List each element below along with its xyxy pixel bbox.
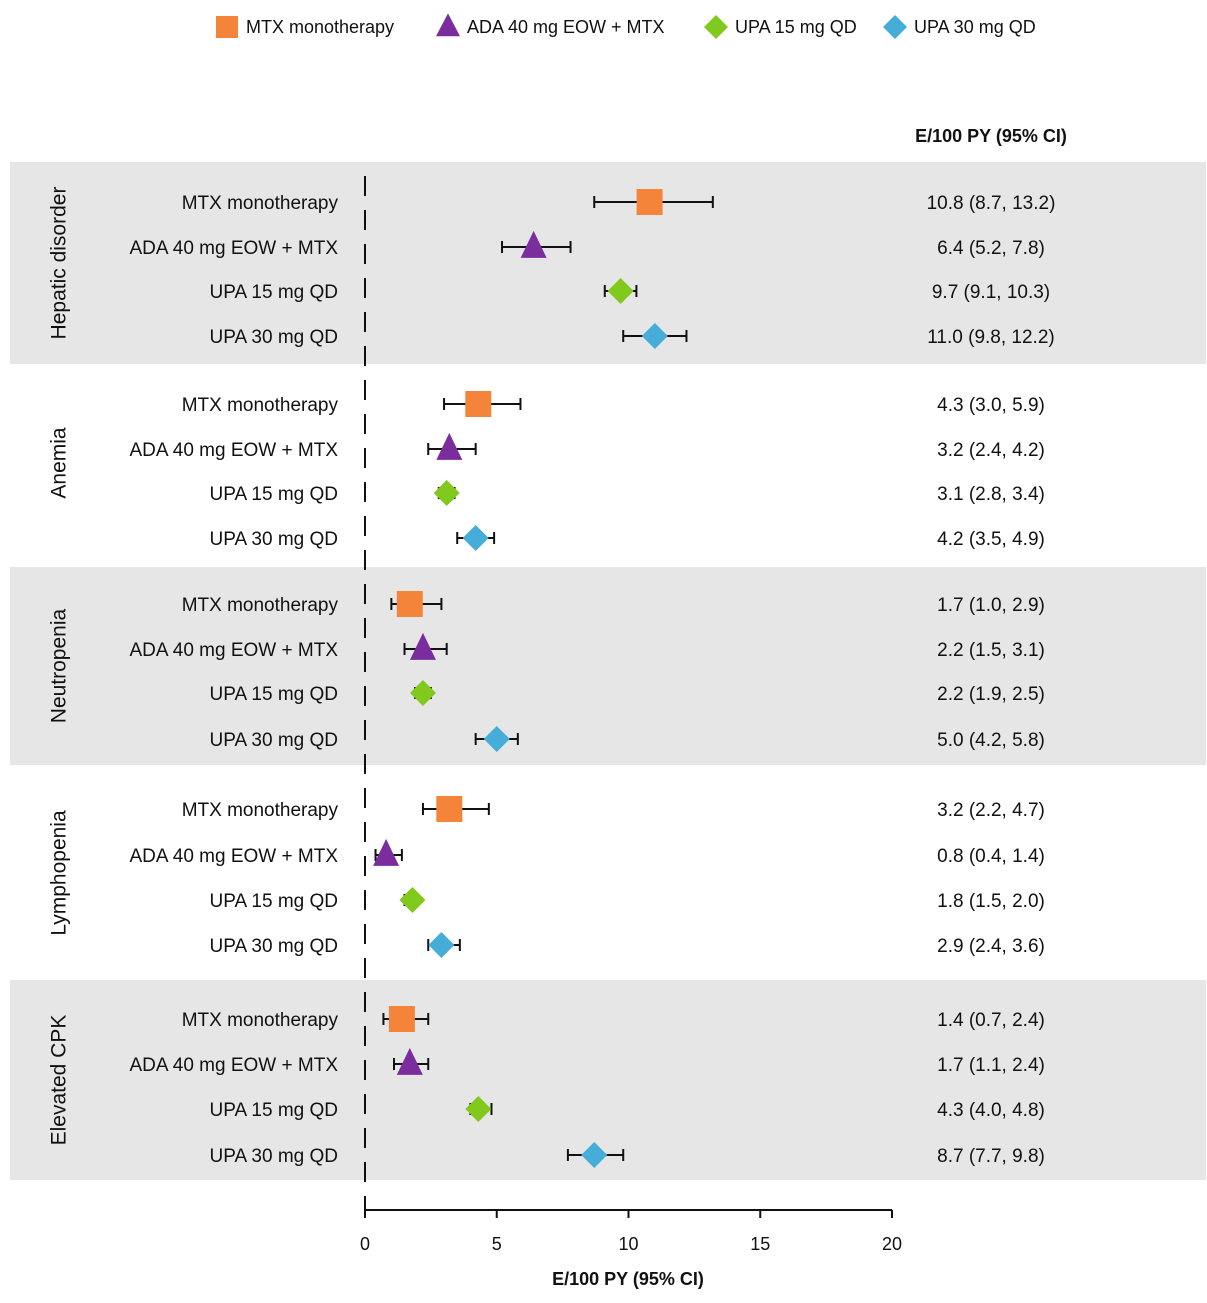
group-label: Anemia [48, 427, 71, 499]
group-label: Hepatic disorder [48, 187, 71, 340]
point-estimate-marker [433, 480, 460, 506]
row-label: UPA 30 mg QD [210, 1146, 338, 1167]
row-label: UPA 15 mg QD [210, 1100, 338, 1121]
ci-value-text: 2.9 (2.4, 3.6) [937, 936, 1045, 957]
group-band-shading [10, 162, 1206, 364]
row-label: UPA 30 mg QD [210, 730, 338, 751]
x-tick-label: 10 [618, 1234, 638, 1254]
legend-label: MTX monotherapy [246, 17, 394, 37]
x-tick-label: 20 [882, 1234, 902, 1254]
point-estimate-marker [436, 432, 463, 460]
point-estimate-marker [483, 726, 510, 752]
ci-value-text: 4.3 (4.0, 4.8) [937, 1100, 1045, 1121]
ci-value-text: 3.1 (2.8, 3.4) [937, 484, 1045, 505]
point-estimate-marker [388, 1006, 415, 1032]
ci-value-text: 9.7 (9.1, 10.3) [932, 282, 1050, 303]
ci-value-text: 0.8 (0.4, 1.4) [937, 846, 1045, 867]
row-label: UPA 15 mg QD [210, 484, 338, 505]
legend-marker-2 [436, 13, 460, 37]
ci-value-text: 2.2 (1.5, 3.1) [937, 640, 1045, 661]
point-estimate-marker [436, 796, 463, 822]
point-estimate-marker [428, 932, 455, 958]
legend-label: UPA 30 mg QD [914, 17, 1036, 37]
ci-value-text: 11.0 (9.8, 12.2) [927, 327, 1054, 348]
group-band-shading [10, 567, 1206, 765]
point-estimate-marker [465, 391, 492, 417]
ci-column-header: E/100 PY (95% CI) [915, 126, 1067, 146]
ci-value-text: 8.7 (7.7, 9.8) [937, 1146, 1045, 1167]
row-label: MTX monotherapy [182, 1010, 339, 1031]
point-estimate-marker [636, 189, 663, 215]
ci-value-text: 10.8 (8.7, 13.2) [927, 193, 1056, 214]
point-estimate-marker [465, 1096, 492, 1122]
legend-marker-1 [216, 16, 238, 38]
legend-label: UPA 15 mg QD [735, 17, 857, 37]
row-label: MTX monotherapy [182, 395, 339, 416]
x-tick-label: 15 [750, 1234, 770, 1254]
ci-value-text: 2.2 (1.9, 2.5) [937, 684, 1045, 705]
forest-rows: Hepatic disorder MTX monotherapy 10.8 (8.7… [48, 187, 1056, 1168]
point-estimate-marker [462, 525, 489, 551]
ci-value-text: 1.8 (1.5, 2.0) [937, 891, 1045, 912]
legend-marker-4 [883, 15, 907, 39]
legend: MTX monotherapy ADA 40 mg EOW + MTX UPA 15… [216, 13, 1036, 39]
row-label: UPA 15 mg QD [210, 282, 338, 303]
ci-value-text: 3.2 (2.4, 4.2) [937, 440, 1045, 461]
group-label: Neutropenia [48, 608, 71, 723]
ci-value-text: 6.4 (5.2, 7.8) [937, 238, 1045, 259]
legend-marker-3 [704, 15, 728, 39]
point-estimate-marker [409, 680, 436, 706]
row-label: MTX monotherapy [182, 800, 339, 821]
row-label: ADA 40 mg EOW + MTX [129, 238, 338, 259]
row-label: UPA 15 mg QD [210, 684, 338, 705]
ci-value-text: 4.3 (3.0, 5.9) [937, 395, 1045, 416]
point-estimate-marker [520, 230, 547, 258]
x-axis-title: E/100 PY (95% CI) [552, 1269, 704, 1289]
row-label: UPA 15 mg QD [210, 891, 338, 912]
legend-label: ADA 40 mg EOW + MTX [467, 17, 665, 37]
ci-value-text: 1.4 (0.7, 2.4) [937, 1010, 1045, 1031]
row-label: ADA 40 mg EOW + MTX [129, 1055, 338, 1076]
ci-value-text: 3.2 (2.2, 4.7) [937, 800, 1045, 821]
row-label: MTX monotherapy [182, 595, 339, 616]
x-axis: 0 5 10 15 20 [360, 1196, 902, 1254]
x-tick-label: 0 [360, 1234, 370, 1254]
ci-value-text: 5.0 (4.2, 5.8) [937, 730, 1045, 751]
group-label: Lymphopenia [48, 810, 71, 936]
row-label: ADA 40 mg EOW + MTX [129, 640, 338, 661]
point-estimate-marker [607, 278, 634, 304]
row-label: MTX monotherapy [182, 193, 339, 214]
ci-value-text: 4.2 (3.5, 4.9) [937, 529, 1045, 550]
row-label: UPA 30 mg QD [210, 936, 338, 957]
point-estimate-marker [581, 1142, 608, 1168]
group-band-shading [10, 980, 1206, 1180]
point-estimate-marker [409, 632, 436, 660]
point-estimate-marker [396, 1047, 423, 1075]
group-label: Elevated CPK [48, 1015, 71, 1146]
ci-value-text: 1.7 (1.1, 2.4) [937, 1055, 1045, 1076]
x-tick-label: 5 [492, 1234, 502, 1254]
point-estimate-marker [641, 323, 668, 349]
point-estimate-marker [396, 591, 423, 617]
point-estimate-marker [399, 887, 426, 913]
group-bands [10, 162, 1206, 1180]
row-label: UPA 30 mg QD [210, 529, 338, 550]
row-label: ADA 40 mg EOW + MTX [129, 846, 338, 867]
row-label: UPA 30 mg QD [210, 327, 338, 348]
ci-value-text: 1.7 (1.0, 2.9) [937, 595, 1045, 616]
point-estimate-marker [373, 838, 400, 866]
row-label: ADA 40 mg EOW + MTX [129, 440, 338, 461]
